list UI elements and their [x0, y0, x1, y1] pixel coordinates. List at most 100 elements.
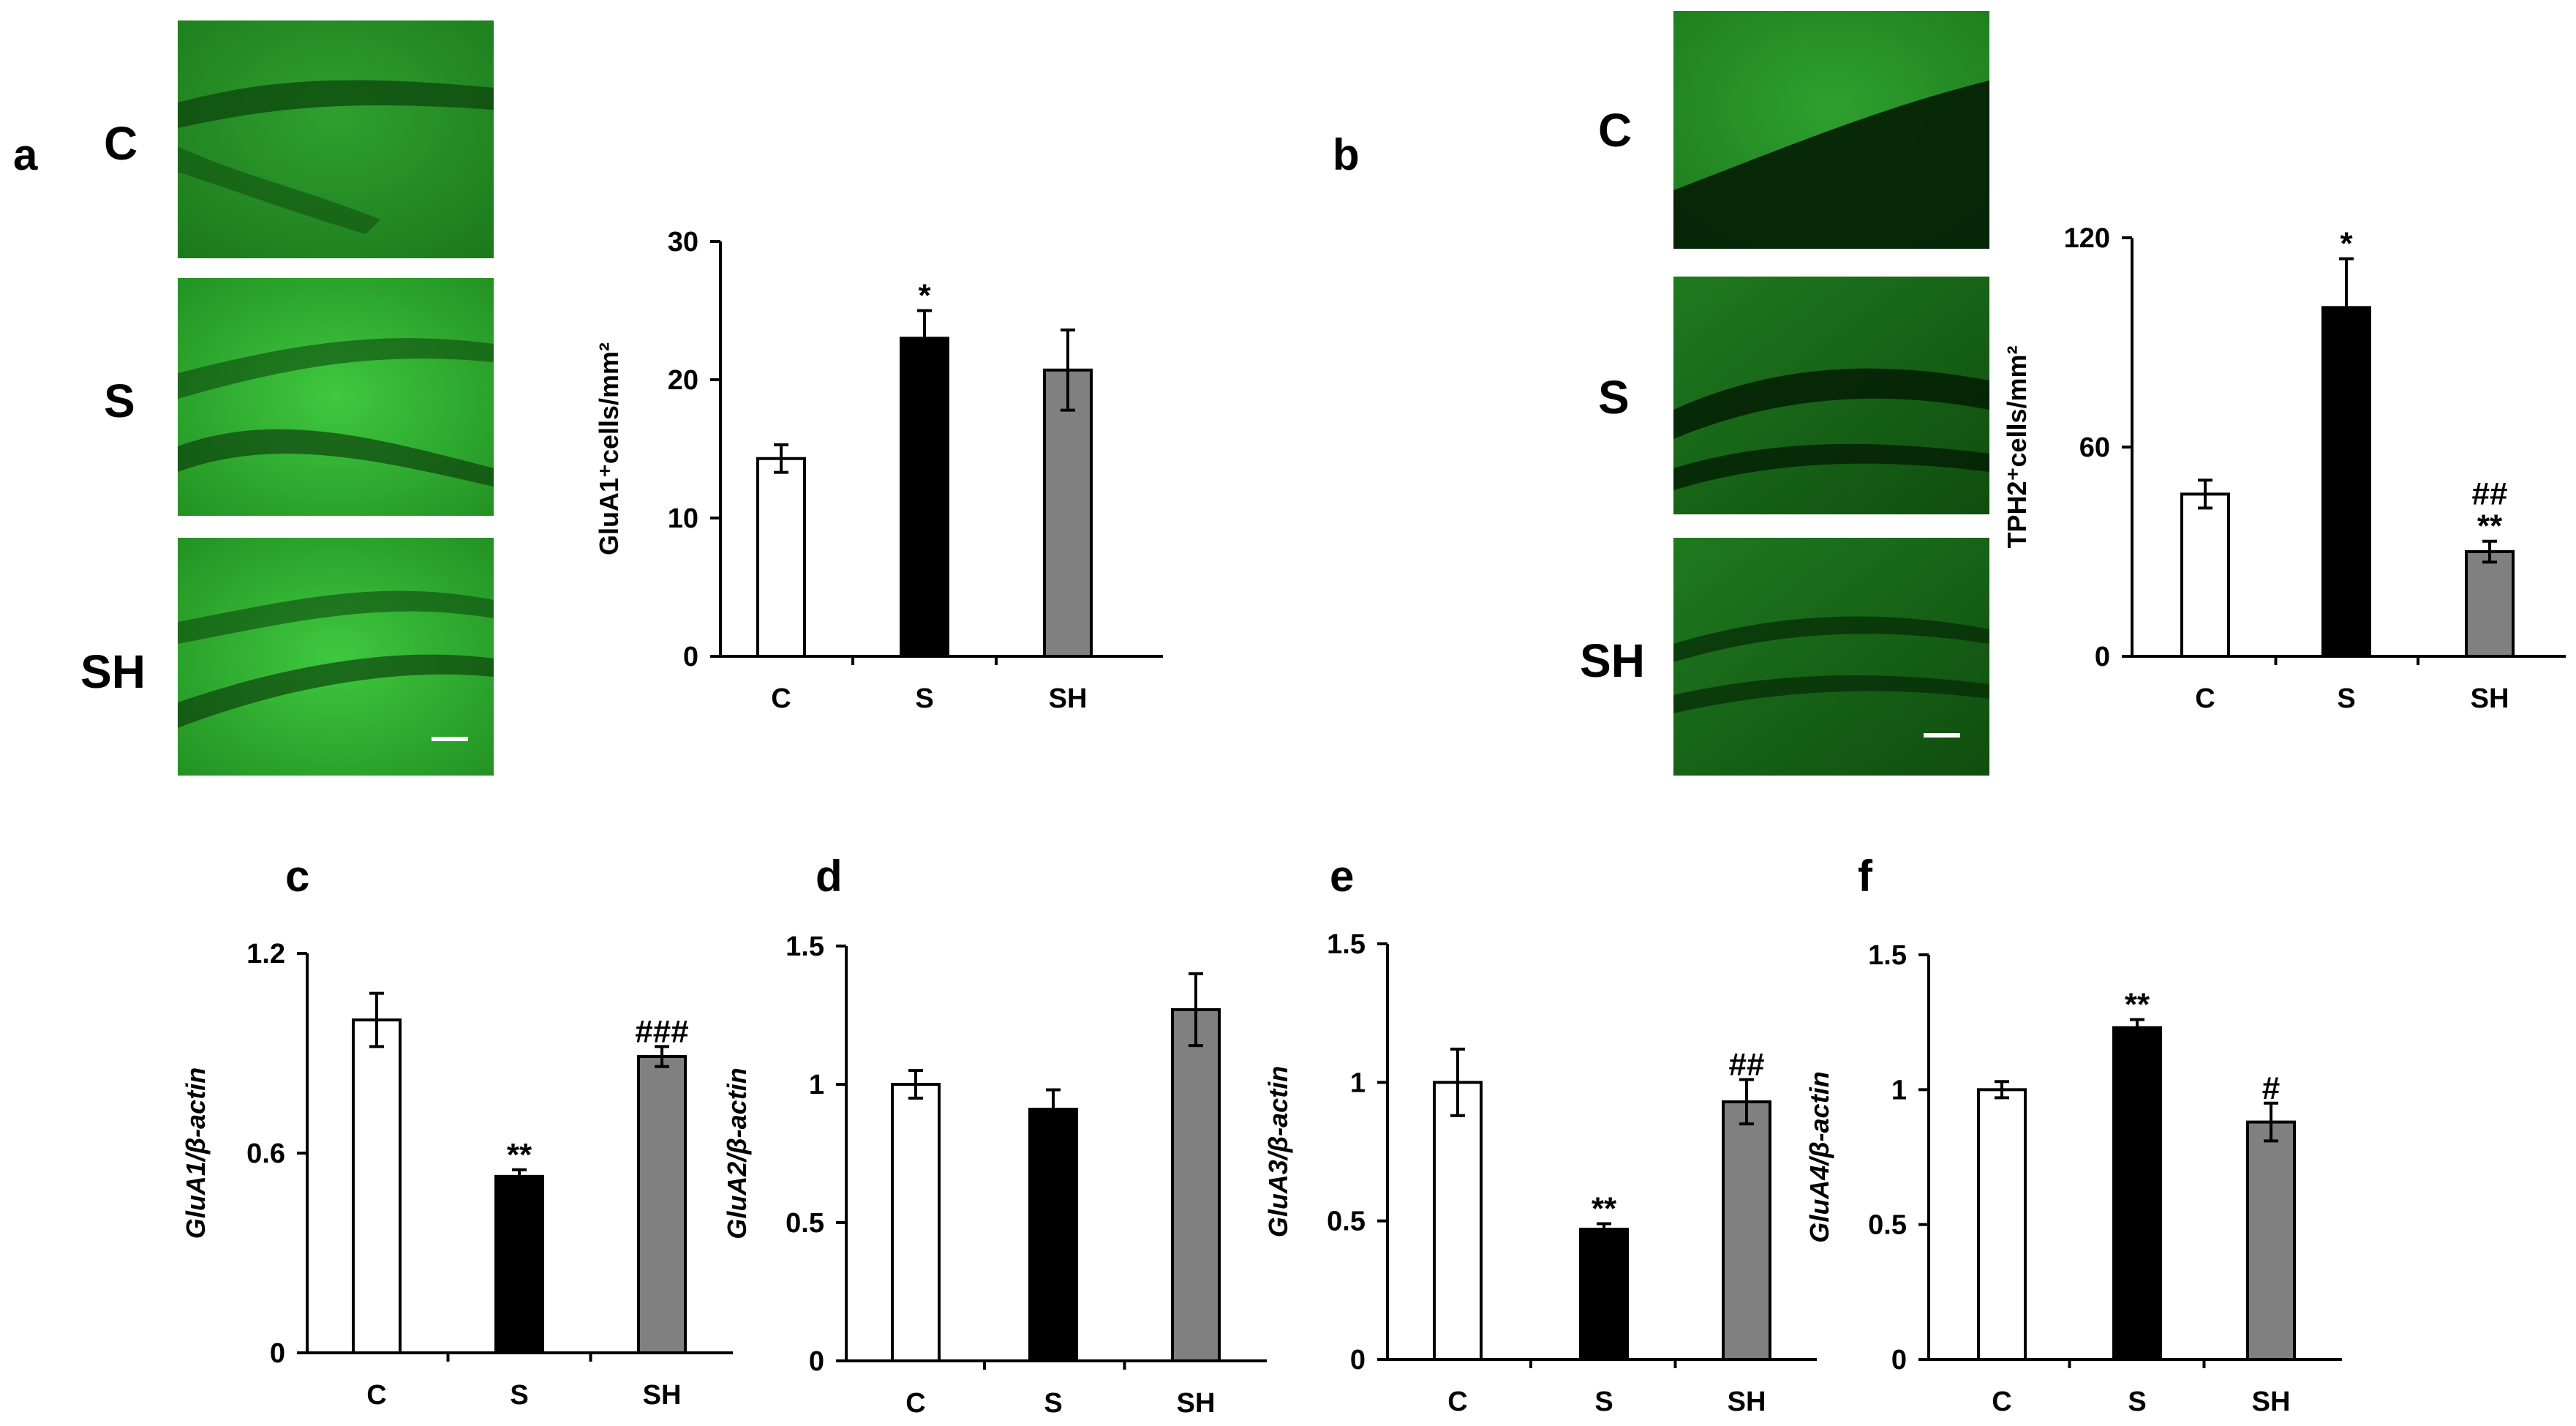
bar-d-C — [891, 1083, 941, 1362]
bar-b-SH — [2465, 550, 2515, 658]
micrograph-label-a-c: C — [104, 117, 138, 170]
bar-d-SH — [1171, 1007, 1221, 1362]
significance-e-SH: ## — [1729, 1047, 1765, 1083]
y-tick-label-a: 20 — [668, 365, 698, 396]
bar-f-S — [2112, 1026, 2162, 1362]
x-tick-label-f: SH — [2252, 1386, 2291, 1417]
micrograph-a-sh — [178, 538, 494, 776]
chart-d: 0 0.5 1 1.5 C S SH GluA2/β-actin — [722, 931, 1267, 1419]
micrograph-label-b-s: S — [1598, 371, 1630, 424]
y-axis-label-b: TPH2⁺cells/mm² — [2002, 345, 2032, 548]
y-tick-label-e: 0.5 — [1327, 1207, 1366, 1237]
bar-d-S — [1028, 1108, 1078, 1363]
micrograph-a-c — [178, 20, 494, 258]
micrograph-b-sh — [1673, 538, 1989, 776]
bar-e-C — [1433, 1081, 1483, 1362]
panel-letter-e: e — [1330, 852, 1354, 901]
y-tick-label-c: 0 — [270, 1338, 285, 1369]
x-tick-label-a: C — [771, 683, 791, 714]
significance-b-S: * — [2340, 226, 2353, 262]
significance-f-S: ** — [2125, 986, 2150, 1022]
bar-a-SH — [1043, 368, 1093, 658]
y-tick-label-b: 120 — [2064, 223, 2110, 254]
x-tick-label-a: SH — [1049, 683, 1088, 714]
y-axis-label-f: GluA4/β-actin — [1804, 1071, 1834, 1242]
x-tick-label-e: C — [1447, 1386, 1467, 1417]
y-tick-label-e: 1 — [1350, 1067, 1366, 1098]
chart-a: 0 10 20 30 C S * SH GluA1⁺cells/mm² — [594, 227, 1163, 714]
chart-c: 0 0.6 1.2 C S ** SH ### GluA1/β-actin — [181, 939, 733, 1411]
y-tick-label-d: 1 — [809, 1070, 824, 1100]
x-tick-label-b: SH — [2471, 683, 2509, 714]
y-tick-label-e: 0 — [1350, 1345, 1366, 1376]
significance-a-S: * — [918, 278, 931, 314]
x-tick-label-f: C — [1992, 1386, 2011, 1417]
y-tick-label-a: 10 — [668, 503, 698, 534]
y-tick-label-d: 1.5 — [786, 931, 824, 962]
micrograph-label-a-s: S — [104, 375, 135, 427]
significance-c-SH: ### — [635, 1013, 688, 1049]
y-tick-label-c: 1.2 — [246, 939, 285, 969]
bar-b-S — [2321, 306, 2371, 658]
panel-letter-c: c — [285, 852, 309, 901]
x-tick-label-a: S — [915, 683, 933, 714]
y-axis-label-d: GluA2/β-actin — [722, 1067, 752, 1239]
significance-c-S: ** — [507, 1137, 532, 1173]
panel-letter-b: b — [1333, 130, 1360, 179]
y-tick-label-d: 0 — [809, 1346, 824, 1377]
chart-e: 0 0.5 1 1.5 C S ** SH ## GluA3/β-actin — [1263, 929, 1817, 1417]
bar-e-SH — [1722, 1100, 1771, 1361]
y-tick-label-c: 0.6 — [246, 1138, 285, 1169]
x-tick-label-c: SH — [643, 1380, 682, 1411]
bar-f-SH — [2246, 1120, 2296, 1362]
y-tick-label-f: 1 — [1891, 1075, 1907, 1106]
y-axis-label-c: GluA1/β-actin — [181, 1067, 211, 1239]
micrograph-label-b-sh: SH — [1580, 634, 1645, 687]
y-tick-label-d: 0.5 — [786, 1208, 824, 1239]
x-tick-label-d: S — [1044, 1388, 1062, 1419]
y-axis-label-a: GluA1⁺cells/mm² — [594, 342, 624, 555]
x-tick-label-b: S — [2337, 683, 2355, 714]
panel-letter-a: a — [13, 130, 38, 179]
y-tick-label-f: 0.5 — [1868, 1210, 1907, 1241]
bar-c-C — [352, 1018, 402, 1354]
chart-b: 0 60 120 C S * SH **## TPH2⁺cells/mm² — [2002, 223, 2566, 714]
y-tick-label-b: 60 — [2079, 432, 2110, 463]
micrograph-b-s — [1673, 277, 1989, 514]
bar-a-C — [756, 457, 806, 658]
y-tick-label-a: 0 — [683, 642, 698, 672]
y-tick-label-b: 0 — [2095, 642, 2110, 672]
x-tick-label-d: C — [905, 1388, 925, 1419]
bar-c-SH — [637, 1055, 687, 1355]
x-tick-label-f: S — [2128, 1386, 2146, 1417]
y-tick-label-a: 30 — [668, 227, 698, 258]
bar-b-C — [2180, 492, 2230, 658]
x-tick-label-e: SH — [1728, 1386, 1766, 1417]
x-tick-label-b: C — [2195, 683, 2215, 714]
x-tick-label-d: SH — [1177, 1388, 1216, 1419]
y-tick-label-e: 1.5 — [1327, 929, 1366, 960]
x-tick-label-e: S — [1594, 1386, 1613, 1417]
x-tick-label-c: C — [366, 1380, 386, 1411]
significance2-b-SH: ## — [2472, 476, 2508, 512]
y-tick-label-f: 0 — [1891, 1345, 1907, 1376]
panel-letter-d: d — [816, 852, 843, 901]
micrograph-a-s — [178, 278, 494, 516]
x-tick-label-c: S — [510, 1380, 528, 1411]
y-tick-label-f: 1.5 — [1868, 940, 1907, 971]
bar-a-S — [900, 337, 949, 658]
significance-e-S: ** — [1592, 1190, 1617, 1226]
bar-f-C — [1977, 1088, 2027, 1362]
y-axis-label-e: GluA3/β-actin — [1263, 1066, 1293, 1237]
bar-c-S — [494, 1174, 544, 1354]
significance-b-SH: ** — [2477, 509, 2503, 544]
panel-letter-f: f — [1858, 852, 1873, 901]
significance-f-SH: # — [2262, 1070, 2280, 1106]
micrograph-label-a-sh: SH — [80, 645, 146, 698]
chart-f: 0 0.5 1 1.5 C S ** SH # GluA4/β-actin — [1804, 940, 2342, 1417]
bar-e-S — [1579, 1228, 1629, 1361]
micrograph-label-b-c: C — [1598, 104, 1632, 157]
micrograph-b-c — [1673, 11, 1989, 249]
